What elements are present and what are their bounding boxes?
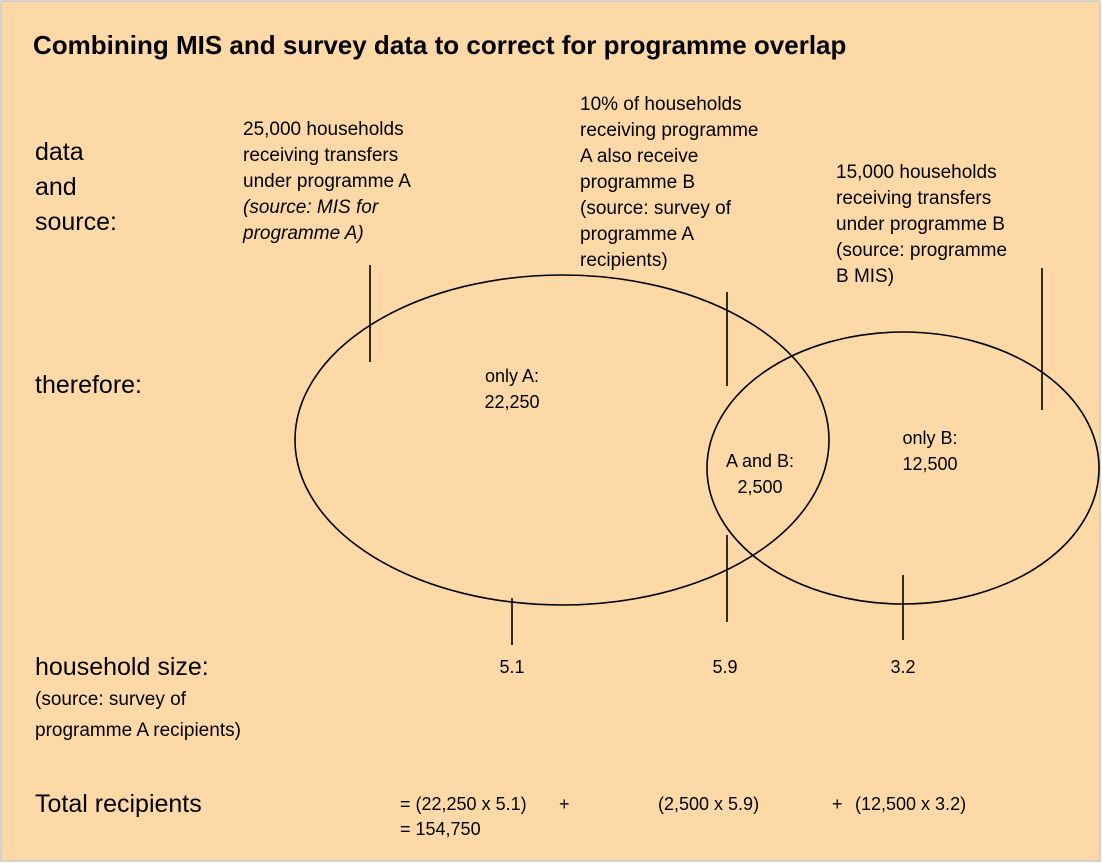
- total-result: = 154,750: [400, 819, 481, 839]
- row-label: Total recipients: [35, 790, 202, 818]
- annotation-line: 25,000 households: [243, 119, 404, 140]
- annotation-source: programme A): [242, 223, 364, 244]
- total-term: = (22,250 x 5.1): [400, 794, 527, 814]
- household-size: 5.1: [499, 657, 524, 677]
- row-label-source: (source: survey of: [35, 689, 187, 710]
- annotation-line: programme B: [580, 172, 695, 193]
- annotation-line: under programme A: [243, 171, 411, 192]
- annotation-line: (source: survey of: [580, 198, 732, 219]
- total-term: (12,500 x 3.2): [855, 794, 966, 814]
- household-size: 5.9: [712, 657, 737, 677]
- annotation-line: 15,000 households: [836, 162, 997, 183]
- region-label: only B:: [902, 428, 957, 448]
- annotation-line: under programme B: [836, 214, 1005, 235]
- annotation-line: A also receive: [580, 146, 698, 167]
- annotation-line: (source: programme: [836, 240, 1007, 261]
- row-label: household size:: [35, 653, 209, 681]
- region-label: only A:: [485, 366, 539, 386]
- annotation-line: receiving transfers: [243, 145, 398, 166]
- annotation-line: receiving programme: [580, 120, 758, 141]
- total-term: +: [832, 794, 843, 814]
- region-value: 22,250: [484, 392, 539, 412]
- total-term: +: [559, 794, 570, 814]
- annotation-line: programme A: [580, 224, 694, 245]
- annotation-line: receiving transfers: [836, 188, 991, 209]
- shapes: [294, 265, 1100, 645]
- annotation-line: B MIS): [836, 266, 894, 287]
- row-label-source: programme A recipients): [35, 720, 241, 741]
- row-label: therefore:: [35, 371, 142, 399]
- row-label: source:: [35, 208, 117, 236]
- ellipse-a: [294, 274, 830, 606]
- title: Combining MIS and survey data to correct…: [33, 30, 846, 60]
- total-term: (2,500 x 5.9): [658, 794, 759, 814]
- row-label: and: [35, 173, 77, 201]
- region-value: 12,500: [902, 454, 957, 474]
- annotation-line: recipients): [580, 250, 668, 271]
- region-value: 2,500: [737, 477, 782, 497]
- row-label: data: [35, 138, 84, 166]
- annotation-source: (source: MIS for: [243, 197, 379, 218]
- region-label: A and B:: [726, 451, 794, 471]
- annotation-line: 10% of households: [580, 94, 742, 115]
- household-size: 3.2: [890, 657, 915, 677]
